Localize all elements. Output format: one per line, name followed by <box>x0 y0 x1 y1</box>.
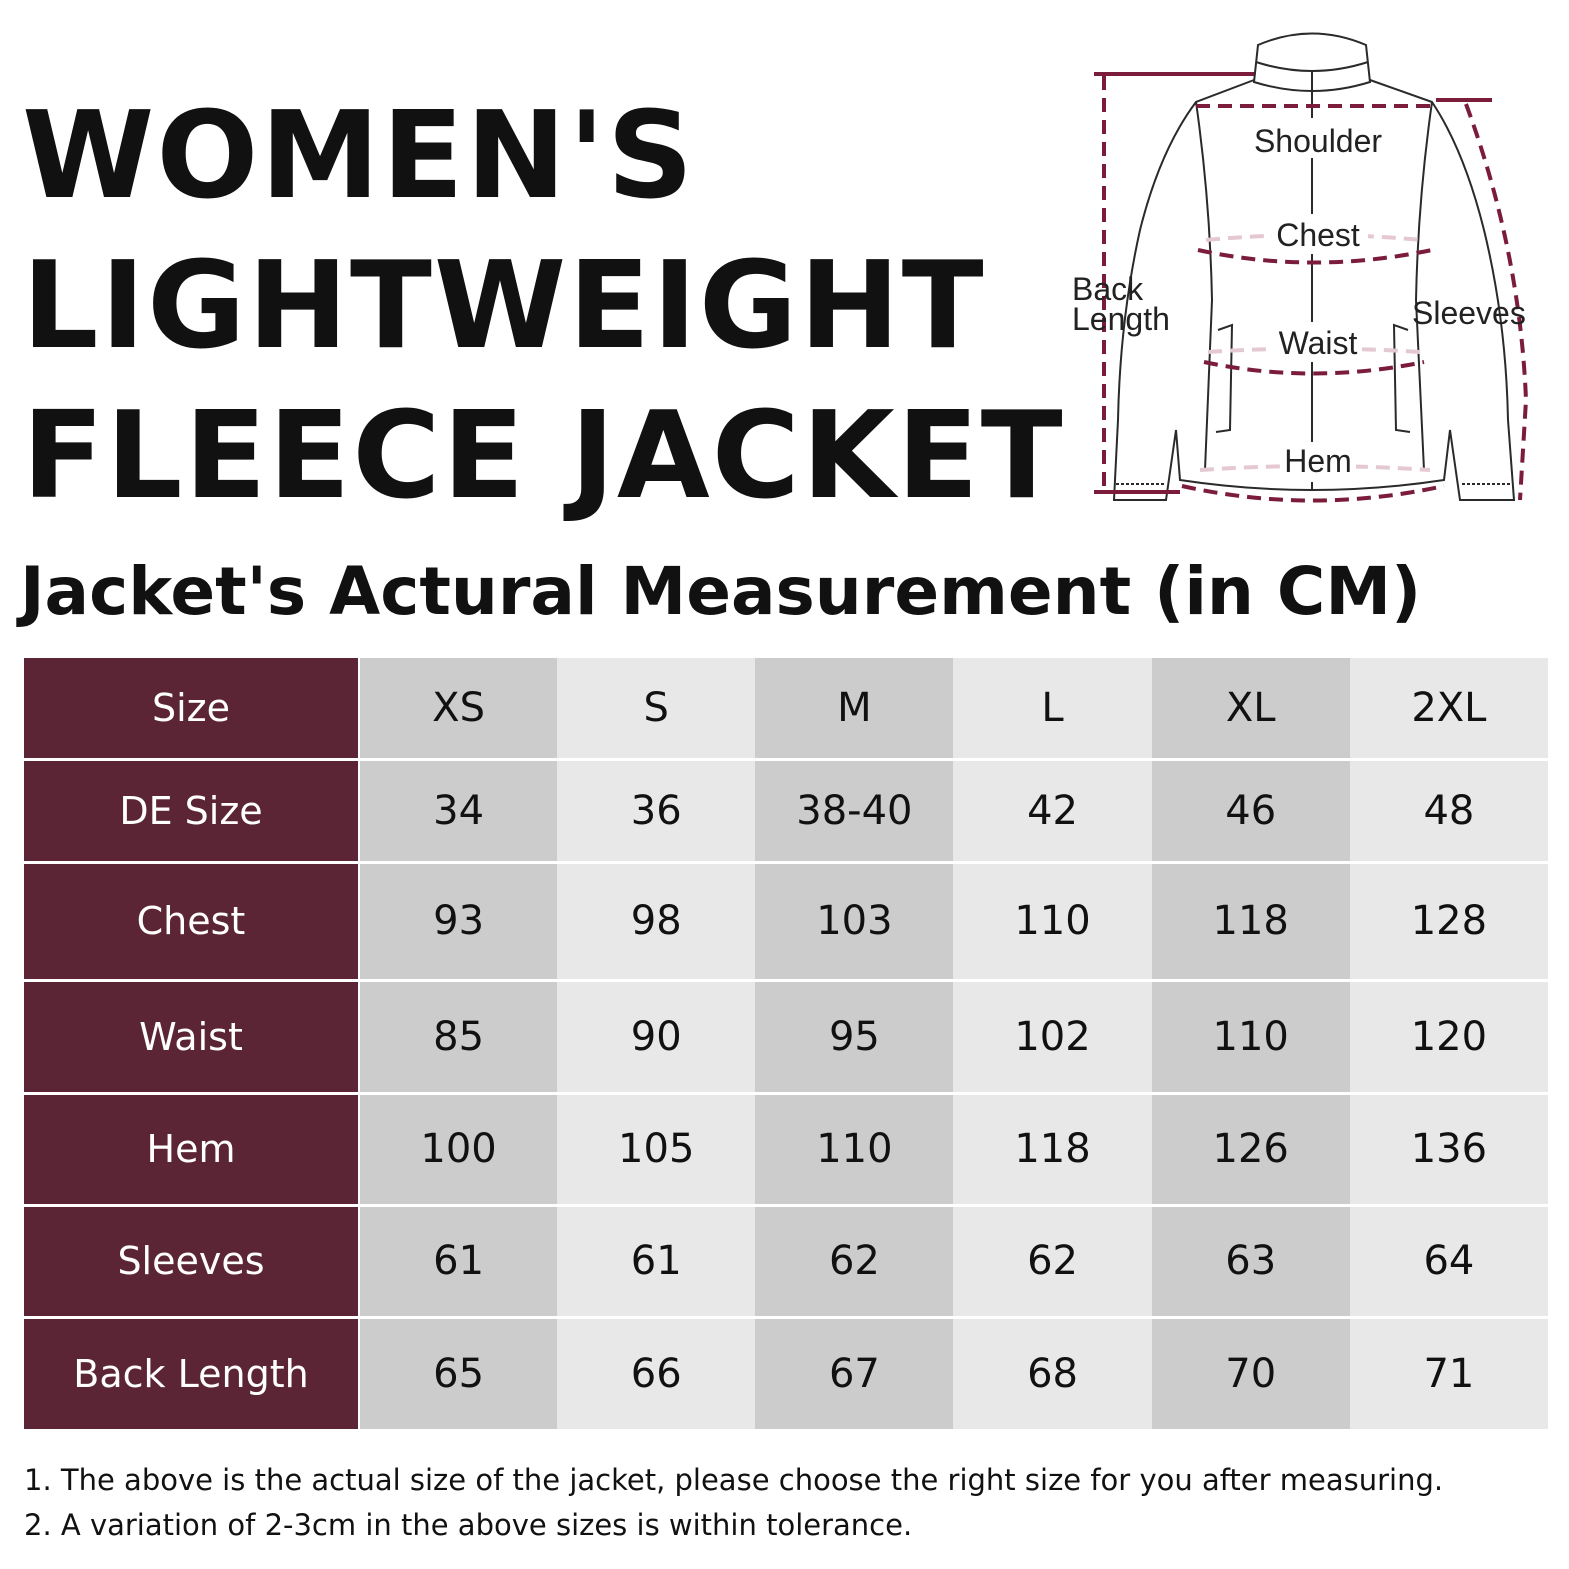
table-cell: 61 <box>557 1205 756 1319</box>
table-row: Back Length 65 66 67 68 70 71 <box>24 1317 1548 1432</box>
diagram-label-hem: Hem <box>1284 443 1352 479</box>
table-header-row: Size XS S M L XL 2XL <box>24 658 1548 761</box>
footnote-2: 2. A variation of 2-3cm in the above siz… <box>24 1508 913 1542</box>
table-cell: 66 <box>557 1317 756 1432</box>
column-header: 2XL <box>1349 658 1548 761</box>
diagram-label-sleeves: Sleeves <box>1412 295 1526 331</box>
table-cell: 71 <box>1349 1317 1548 1432</box>
table-cell: 136 <box>1349 1093 1548 1207</box>
column-header: M <box>755 658 954 761</box>
table-cell: 62 <box>953 1205 1152 1319</box>
title-line-3: FLEECE JACKET <box>22 387 1065 526</box>
column-header: S <box>557 658 756 761</box>
table-cell: 62 <box>755 1205 954 1319</box>
table-cell: 110 <box>755 1093 954 1207</box>
table-cell: 103 <box>755 862 954 982</box>
table-row: Sleeves 61 61 62 62 63 64 <box>24 1205 1548 1319</box>
size-chart-table: Size XS S M L XL 2XL DE Size 34 36 38-40… <box>24 658 1548 1432</box>
jacket-outline-icon <box>1112 32 1516 501</box>
table-cell: 100 <box>359 1093 558 1207</box>
row-label: DE Size <box>24 759 360 864</box>
table-cell: 67 <box>755 1317 954 1432</box>
table-cell: 63 <box>1151 1205 1350 1319</box>
diagram-label-shoulder: Shoulder <box>1254 123 1382 159</box>
table-cell: 98 <box>557 862 756 982</box>
table-cell: 120 <box>1349 980 1548 1095</box>
row-label: Waist <box>24 980 360 1095</box>
table-row: DE Size 34 36 38-40 42 46 48 <box>24 759 1548 864</box>
table-cell: 118 <box>953 1093 1152 1207</box>
table-cell: 65 <box>359 1317 558 1432</box>
table-row: Waist 85 90 95 102 110 120 <box>24 980 1548 1095</box>
table-cell: 64 <box>1349 1205 1548 1319</box>
row-label: Sleeves <box>24 1205 360 1319</box>
table-cell: 126 <box>1151 1093 1350 1207</box>
title-line-2: LIGHTWEIGHT <box>22 237 986 376</box>
table-cell: 48 <box>1349 759 1548 864</box>
title-line-1: WOMEN'S <box>22 87 696 226</box>
row-label: Back Length <box>24 1317 360 1432</box>
diagram-label-back: Back <box>1072 271 1144 307</box>
table-cell: 102 <box>953 980 1152 1095</box>
row-label: Hem <box>24 1093 360 1207</box>
table-cell: 68 <box>953 1317 1152 1432</box>
header-size-label: Size <box>24 658 360 761</box>
table-cell: 38-40 <box>755 759 954 864</box>
column-header: XS <box>359 658 558 761</box>
table-cell: 118 <box>1151 862 1350 982</box>
table-cell: 61 <box>359 1205 558 1319</box>
table-cell: 34 <box>359 759 558 864</box>
footnote-1: 1. The above is the actual size of the j… <box>24 1463 1444 1497</box>
table-cell: 90 <box>557 980 756 1095</box>
column-header: L <box>953 658 1152 761</box>
row-label: Chest <box>24 862 360 982</box>
diagram-label-chest: Chest <box>1276 217 1360 253</box>
table-cell: 93 <box>359 862 558 982</box>
table-row: Chest 93 98 103 110 118 128 <box>24 862 1548 982</box>
table-cell: 110 <box>953 862 1152 982</box>
table-cell: 105 <box>557 1093 756 1207</box>
table-cell: 110 <box>1151 980 1350 1095</box>
footnotes: 1. The above is the actual size of the j… <box>24 1458 1443 1548</box>
measure-lines <box>1094 72 1529 503</box>
table-cell: 36 <box>557 759 756 864</box>
page-title: WOMEN'S LIGHTWEIGHT FLEECE JACKET <box>22 82 1065 532</box>
jacket-measurement-diagram: Shoulder Chest Waist Hem Back Length Sle… <box>1072 32 1529 503</box>
table-cell: 70 <box>1151 1317 1350 1432</box>
diagram-label-waist: Waist <box>1279 325 1358 361</box>
table-heading: Jacket's Actural Measurement (in CM) <box>20 553 1422 630</box>
table-row: Hem 100 105 110 118 126 136 <box>24 1093 1548 1207</box>
table-cell: 46 <box>1151 759 1350 864</box>
column-header: XL <box>1151 658 1350 761</box>
table-cell: 85 <box>359 980 558 1095</box>
table-cell: 42 <box>953 759 1152 864</box>
diagram-label-length: Length <box>1072 301 1170 337</box>
table-cell: 128 <box>1349 862 1548 982</box>
table-cell: 95 <box>755 980 954 1095</box>
